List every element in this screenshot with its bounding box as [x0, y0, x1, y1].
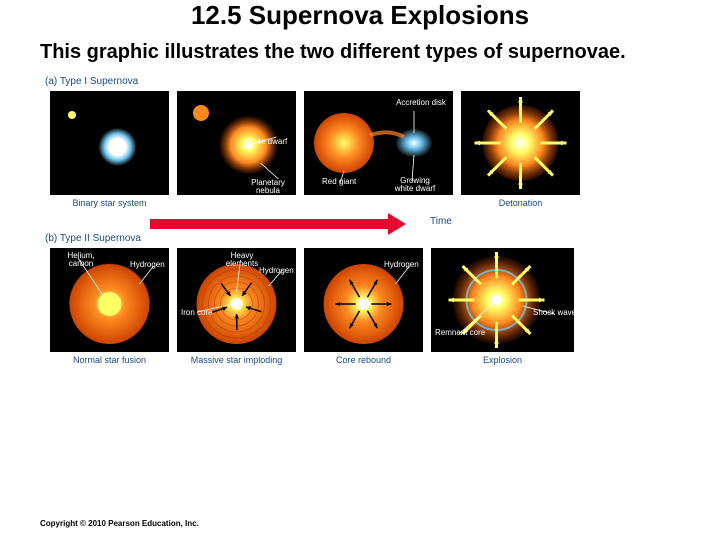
panel-label: Red giant	[322, 177, 356, 186]
panel-label: Planetary nebula	[243, 179, 293, 195]
arrow-head	[388, 213, 406, 235]
panel-label: Hydrogen	[384, 260, 419, 269]
row-type-a: Binary star system White dwarf Planetary n…	[0, 91, 720, 213]
copyright: Copyright © 2010 Pearson Education, Inc.	[40, 519, 199, 528]
panel-label: Growing white dwarf	[390, 177, 440, 193]
panel-caption: Massive star imploding	[191, 355, 283, 365]
panel	[461, 91, 580, 195]
panel-label: Hydrogen	[259, 266, 294, 275]
panel-caption: Binary star system	[72, 198, 146, 208]
page-title: 12.5 Supernova Explosions	[0, 0, 720, 31]
time-label: Time	[430, 216, 452, 227]
panel-caption: Explosion	[483, 355, 522, 365]
row-type-b: Helium, carbon Hydrogen Normal star fusion…	[0, 248, 720, 370]
panel-label: Iron core	[181, 308, 213, 317]
panel: Remnant core Shock wave	[431, 248, 574, 352]
panel-label: Helium, carbon	[56, 252, 106, 268]
panel-label: Shock wave	[533, 308, 574, 317]
time-arrow: Time	[150, 219, 720, 229]
panel-caption: Detonation	[499, 198, 543, 208]
panel-label: White dwarf	[245, 137, 287, 146]
panel	[50, 91, 169, 195]
panel-label: Hydrogen	[130, 260, 165, 269]
section-b-label: (b) Type II Supernova	[0, 233, 720, 244]
panel: Hydrogen	[304, 248, 423, 352]
panel: Accretion disk Red giant Growing white dwa…	[304, 91, 453, 195]
panel-label: Accretion disk	[396, 99, 446, 107]
panel-caption: Core rebound	[336, 355, 391, 365]
page-subtitle: This graphic illustrates the two differe…	[0, 41, 720, 64]
arrow-body	[150, 219, 390, 229]
panel: White dwarf Planetary nebula	[177, 91, 296, 195]
panel: Helium, carbon Hydrogen	[50, 248, 169, 352]
section-a-label: (a) Type I Supernova	[0, 76, 720, 87]
panel-caption: Normal star fusion	[73, 355, 146, 365]
panel-label: Remnant core	[435, 328, 485, 337]
panel: Heavy elementsHydrogenIron core	[177, 248, 296, 352]
